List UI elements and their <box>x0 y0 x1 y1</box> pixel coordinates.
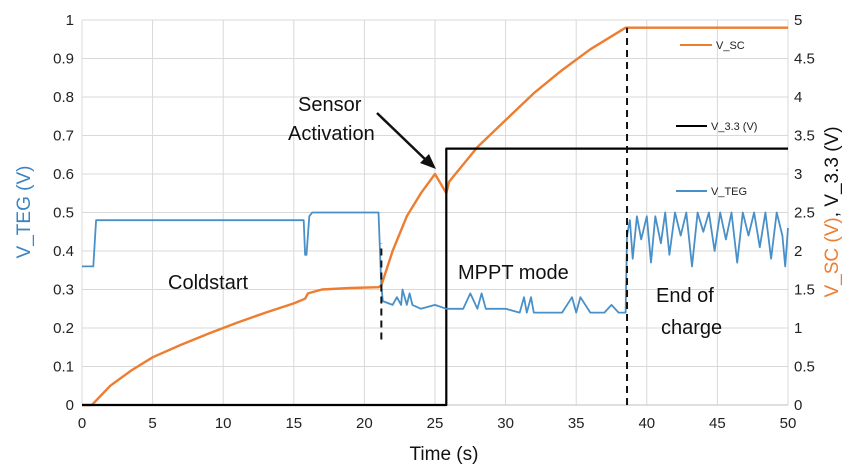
y-right-tick-label-5: 2.5 <box>794 205 815 222</box>
x-tick-label-3: 15 <box>285 415 302 432</box>
legend: V_SC V_3.3 (V) V_TEG <box>676 40 757 198</box>
y-right-tick-label-2: 1 <box>794 320 802 337</box>
legend-label-v-teg: V_TEG <box>711 186 747 198</box>
y-left-tick-label-1: 0.1 <box>53 359 74 376</box>
y-left-tick-label-8: 0.8 <box>53 89 74 106</box>
tick-layer: 0 5 10 15 20 25 30 35 40 45 5000.10.20.30.40.50.60… <box>53 12 815 432</box>
annotation-mppt: MPPT mode <box>458 262 569 284</box>
y-right-tick-label-10: 5 <box>794 12 802 29</box>
y-right-tick-label-3: 1.5 <box>794 282 815 299</box>
y-right-tick-label-1: 0.5 <box>794 359 815 376</box>
x-tick-label-9: 45 <box>709 415 726 432</box>
legend-label-v-33: V_3.3 (V) <box>711 121 757 133</box>
x-tick-label-10: 50 <box>780 415 797 432</box>
y-right-tick-label-8: 4 <box>794 89 802 106</box>
y-axis-left-title: V_TEG (V) <box>14 166 35 259</box>
y-right-tick-label-6: 3 <box>794 166 802 183</box>
y-right-tick-label-4: 2 <box>794 243 802 260</box>
annotation-sensor-line1: Sensor <box>298 94 362 116</box>
x-tick-label-7: 35 <box>568 415 585 432</box>
y-left-tick-label-2: 0.2 <box>53 320 74 337</box>
x-axis-title: Time (s) <box>410 444 479 465</box>
legend-label-v-sc: V_SC <box>716 40 745 52</box>
annotation-end-line2: charge <box>661 317 722 339</box>
y-right-tick-label-9: 4.5 <box>794 51 815 68</box>
x-tick-label-0: 0 <box>78 415 86 432</box>
series-line-v-3-3-v- <box>82 147 788 407</box>
y-left-tick-label-6: 0.6 <box>53 166 74 183</box>
y-left-tick-label-10: 1 <box>66 12 74 29</box>
y-left-tick-label-7: 0.7 <box>53 128 74 145</box>
x-tick-label-6: 30 <box>497 415 514 432</box>
annotation-arrow <box>376 112 429 163</box>
y-axis-right-title: V_SC (V), V_3.3 (V) <box>822 126 843 297</box>
x-tick-label-4: 20 <box>356 415 373 432</box>
y-left-tick-label-5: 0.5 <box>53 205 74 222</box>
x-tick-label-5: 25 <box>427 415 444 432</box>
annotation-coldstart: Coldstart <box>168 272 248 294</box>
y-left-tick-label-9: 0.9 <box>53 51 74 68</box>
x-tick-label-8: 40 <box>638 415 655 432</box>
y-left-tick-label-0: 0 <box>66 397 74 414</box>
y-left-tick-label-4: 0.4 <box>53 243 74 260</box>
x-tick-label-1: 5 <box>148 415 156 432</box>
x-tick-label-2: 10 <box>215 415 232 432</box>
y-left-tick-label-3: 0.3 <box>53 282 74 299</box>
marker-layer <box>380 27 629 405</box>
y-right-tick-label-0: 0 <box>794 397 802 414</box>
annotation-end-line1: End of <box>656 285 714 307</box>
y-right-tick-label-7: 3.5 <box>794 128 815 145</box>
y-axis-right-title-sc: V_SC (V) <box>822 217 843 297</box>
y-axis-right-title-33: , V_3.3 (V) <box>822 126 843 217</box>
annotation-sensor-line2: Activation <box>288 123 375 145</box>
annotation-arrowhead <box>420 154 436 169</box>
grid <box>81 19 789 406</box>
